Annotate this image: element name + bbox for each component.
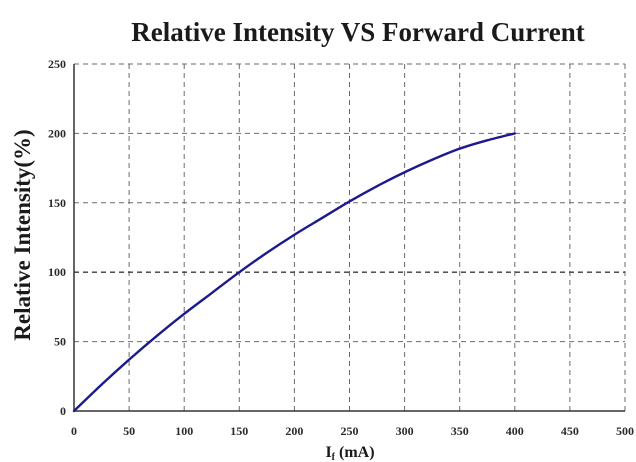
y-tick-label: 200 [48, 126, 66, 140]
x-axis-label: If (mA) [325, 444, 374, 462]
axes [73, 64, 625, 412]
x-tick-label: 250 [341, 424, 359, 438]
grid [74, 63, 626, 411]
x-tick-label: 400 [506, 424, 524, 438]
x-tick-label: 50 [123, 424, 135, 438]
tick-labels: 0 50 100 150 200 250 300 350 400 450 500 0 50 100 150 2… [48, 57, 634, 438]
series-layer [72, 132, 516, 413]
chart-title: Relative Intensity VS Forward Current [131, 17, 584, 47]
x-tick-label: 500 [616, 424, 634, 438]
y-axis-label: Relative Intensity(%) [10, 129, 35, 340]
y-tick-label: 150 [48, 196, 66, 210]
x-tick-label: 300 [396, 424, 414, 438]
y-tick-label: 50 [54, 335, 66, 349]
x-axis-label-main: I [325, 444, 331, 461]
x-axis-label-unit: (mA) [335, 444, 375, 461]
x-tick-label: 100 [175, 424, 193, 438]
x-axis-label-subscript: f [332, 452, 336, 462]
series-line [72, 132, 516, 413]
x-tick-label: 350 [451, 424, 469, 438]
y-tick-label: 100 [48, 265, 66, 279]
y-tick-label: 0 [60, 404, 66, 418]
y-tick-label: 250 [48, 57, 66, 71]
x-tick-label: 0 [71, 424, 77, 438]
x-tick-label: 450 [561, 424, 579, 438]
x-tick-label: 200 [285, 424, 303, 438]
x-tick-label: 150 [230, 424, 248, 438]
